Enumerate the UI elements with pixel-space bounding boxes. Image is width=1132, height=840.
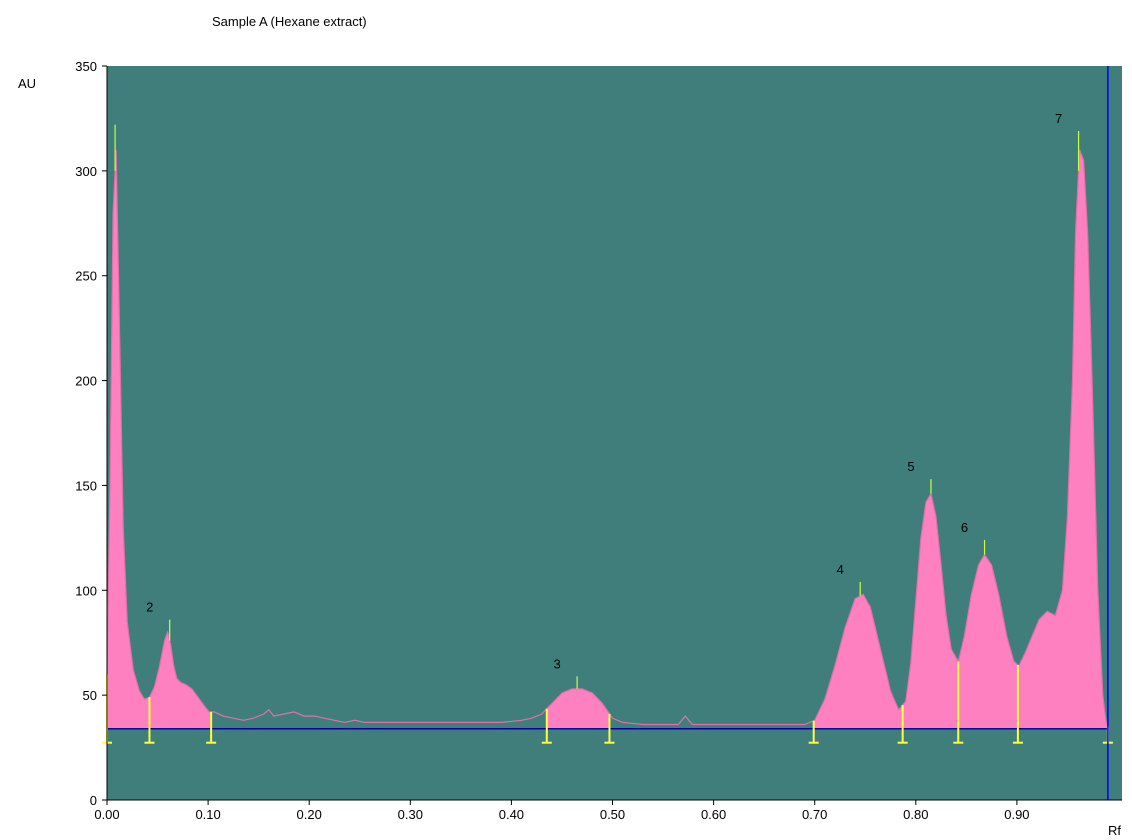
x-tick-label: 0.90: [1004, 807, 1029, 822]
peak-fill-6: [958, 554, 1018, 729]
y-tick-label: 250: [75, 269, 97, 284]
peak-fill-2: [149, 632, 212, 729]
peak-label-2: 2: [146, 600, 153, 615]
x-tick-label: 0.80: [903, 807, 928, 822]
peak-label-3: 3: [553, 656, 560, 671]
peak-label-6: 6: [961, 520, 968, 535]
y-tick-label: 300: [75, 164, 97, 179]
x-tick-label: 0.50: [600, 807, 625, 822]
trace-line: [106, 149, 1109, 727]
x-tick-label: 0.40: [499, 807, 524, 822]
x-tick-label: 0.60: [701, 807, 726, 822]
x-tick-label: 0.30: [398, 807, 423, 822]
peak-fill-5: [902, 493, 959, 729]
peak-label-4: 4: [837, 562, 844, 577]
peak-fill-3: [546, 688, 610, 729]
y-tick-label: 50: [83, 688, 97, 703]
peak-fill-1: [107, 149, 150, 729]
peak-fill-4: [813, 594, 903, 729]
y-axis-label: AU: [18, 76, 36, 91]
y-tick-label: 150: [75, 478, 97, 493]
peak-label-5: 5: [907, 459, 914, 474]
y-tick-label: 100: [75, 583, 97, 598]
chart-title: Sample A (Hexane extract): [212, 14, 367, 29]
x-tick-label: 0.70: [802, 807, 827, 822]
y-tick-label: 350: [75, 59, 97, 74]
x-tick-label: 0.20: [297, 807, 322, 822]
peak-label-7: 7: [1055, 111, 1062, 126]
x-tick-label: 0.00: [94, 807, 119, 822]
y-tick-label: 0: [90, 793, 97, 808]
x-axis-label: Rf: [1108, 823, 1121, 838]
y-tick-label: 200: [75, 374, 97, 389]
x-tick-label: 0.10: [195, 807, 220, 822]
peak-fill-7: [1017, 149, 1108, 729]
